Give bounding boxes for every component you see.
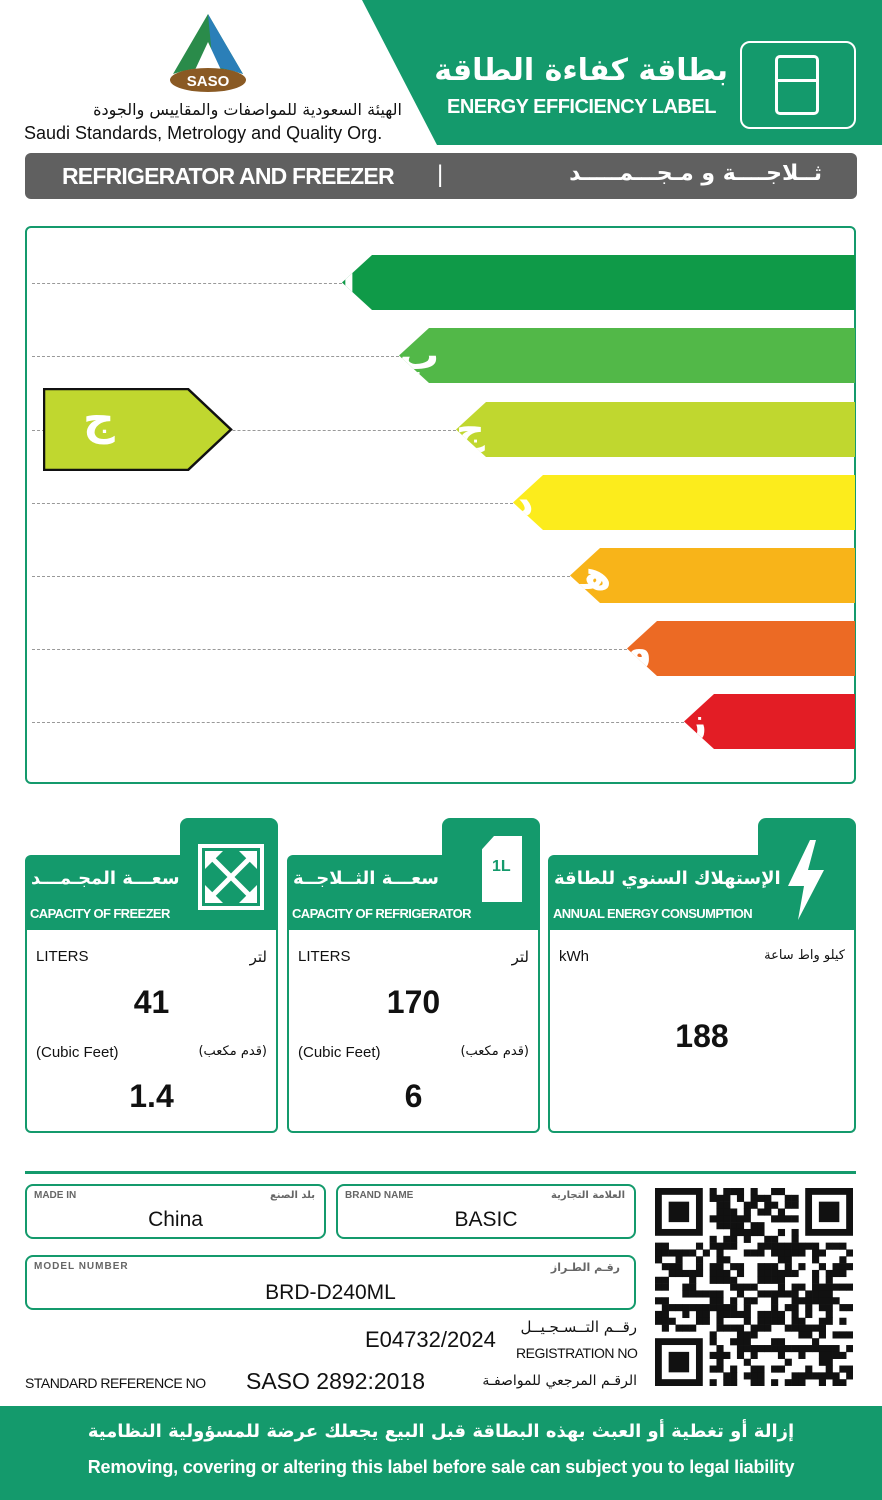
- energy-class-3-bar: ج: [456, 402, 855, 457]
- svg-text:SASO: SASO: [187, 73, 230, 90]
- refrigerator-cuft: 6: [404, 1078, 423, 1114]
- liters-label-en: LITERS: [298, 948, 351, 965]
- rating-indicator-arrow: ج: [43, 388, 233, 471]
- made-in-field: MADE IN بلد الصنع China: [25, 1184, 326, 1239]
- standard-reference-label-en: STANDARD REFERENCE NO: [25, 1375, 206, 1391]
- energy-class-2-bar: ب: [399, 328, 855, 383]
- product-type-bar: REFRIGERATOR AND FREEZER | ثــلاجــــة و…: [25, 153, 857, 199]
- refrigerator-title-en: CAPACITY OF REFRIGERATOR: [292, 906, 472, 921]
- freezer-liters: 41: [133, 984, 170, 1020]
- label-title-en: ENERGY EFFICIENCY LABEL: [447, 96, 716, 118]
- refrigerator-plug-icon: [740, 41, 856, 129]
- energy-scale: [25, 226, 856, 784]
- brand-name-field: BRAND NAME العلامة التجارية BASIC: [336, 1184, 636, 1239]
- header-green-band: [362, 0, 882, 145]
- guide-line: [32, 356, 399, 357]
- guide-line: [32, 576, 570, 577]
- product-type-ar: ثــلاجــــة و مـجـــمـــــد: [569, 161, 822, 186]
- brand-label-en: BRAND NAME: [345, 1190, 414, 1201]
- energy-consumption-panel: الإستهلاك السنوي للطاقة ANNUAL ENERGY CO…: [548, 818, 856, 1133]
- model-number-field: MODEL NUMBER رقـم الطـراز BRD-D240ML: [25, 1255, 636, 1310]
- freezer-title-en: CAPACITY OF FREEZER: [30, 906, 170, 921]
- freezer-cuft: 1.4: [129, 1078, 174, 1114]
- standard-reference-value: SASO 2892:2018: [246, 1368, 426, 1394]
- guide-line: [32, 283, 342, 284]
- milk-carton-icon: 1L: [482, 836, 522, 902]
- registration-label-ar: رقــم التــسـجـيــل: [520, 1318, 637, 1336]
- model-label-ar: رقـم الطـراز: [550, 1261, 620, 1274]
- made-in-label-en: MADE IN: [34, 1190, 77, 1201]
- guide-line: [32, 722, 684, 723]
- annual-energy-value: 188: [675, 1018, 729, 1054]
- org-name-ar: الهيئة السعودية للمواصفات والمقاييس والج…: [93, 100, 402, 119]
- brand-label-ar: العلامة التجارية: [551, 1190, 625, 1201]
- milk-carton-label: 1L: [492, 858, 511, 875]
- energy-title-ar: الإستهلاك السنوي للطاقة: [554, 868, 781, 889]
- product-type-en: REFRIGERATOR AND FREEZER: [62, 163, 395, 189]
- model-label-en: MODEL NUMBER: [34, 1261, 129, 1272]
- cuft-label-ar: (قدم مكعب): [198, 1044, 267, 1059]
- freezer-title-ar: سعـــة المجـمـــد: [31, 868, 180, 889]
- rating-letter: ج: [83, 394, 115, 445]
- footer-warning: إزالة أو تغطية أو العبث بهذه البطاقة قبل…: [0, 1406, 882, 1500]
- energy-class-1-bar: أ: [342, 255, 855, 310]
- energy-class-4-bar: د: [513, 475, 855, 530]
- registration-number: E04732/2024: [365, 1327, 496, 1352]
- registration-label-en: REGISTRATION NO: [516, 1345, 638, 1361]
- energy-class-7-bar: ز: [684, 694, 855, 749]
- refrigerator-capacity-panel: 1L سعـــة الثــلاجــة CAPACITY OF REFRIG…: [287, 818, 540, 1133]
- cuft-label-en: (Cubic Feet): [36, 1044, 119, 1061]
- expand-arrows-icon: [198, 844, 264, 910]
- kwh-label-ar: كيلو واط ساعة: [764, 948, 845, 963]
- label-title-ar: بطاقة كفاءة الطاقة: [434, 53, 728, 88]
- guide-line: [32, 430, 456, 431]
- warning-en: Removing, covering or altering this labe…: [87, 1457, 795, 1477]
- made-in-value: China: [148, 1208, 203, 1231]
- cuft-label-en: (Cubic Feet): [298, 1044, 381, 1061]
- liters-label-ar: لتر: [249, 948, 267, 966]
- separator: |: [437, 161, 444, 188]
- org-name-en: Saudi Standards, Metrology and Quality O…: [24, 123, 383, 143]
- qr-code[interactable]: [655, 1188, 853, 1386]
- model-value: BRD-D240ML: [265, 1281, 396, 1304]
- guide-line: [32, 503, 513, 504]
- made-in-label-ar: بلد الصنع: [269, 1190, 315, 1201]
- liters-label-en: LITERS: [36, 948, 89, 965]
- energy-title-en: ANNUAL ENERGY CONSUMPTION: [553, 906, 753, 921]
- lightning-icon: [788, 840, 824, 920]
- refrigerator-title-ar: سعـــة الثــلاجــة: [293, 868, 439, 889]
- cuft-label-ar: (قدم مكعب): [460, 1044, 529, 1059]
- warning-ar: إزالة أو تغطية أو العبث بهذه البطاقة قبل…: [87, 1421, 795, 1442]
- guide-line: [32, 649, 627, 650]
- freezer-capacity-panel: سعـــة المجـمـــد CAPACITY OF FREEZER LI…: [25, 818, 278, 1133]
- energy-class-5-bar: هـ: [570, 548, 855, 603]
- standard-reference-label-ar: الرقـم المرجعي للمواصفـة: [482, 1373, 637, 1389]
- energy-class-6-bar: و: [627, 621, 855, 676]
- kwh-label-en: kWh: [559, 948, 589, 965]
- saso-logo: SASO: [170, 14, 246, 92]
- refrigerator-liters: 170: [386, 984, 441, 1020]
- divider: [25, 1171, 856, 1174]
- brand-value: BASIC: [454, 1208, 518, 1231]
- liters-label-ar: لتر: [511, 948, 529, 966]
